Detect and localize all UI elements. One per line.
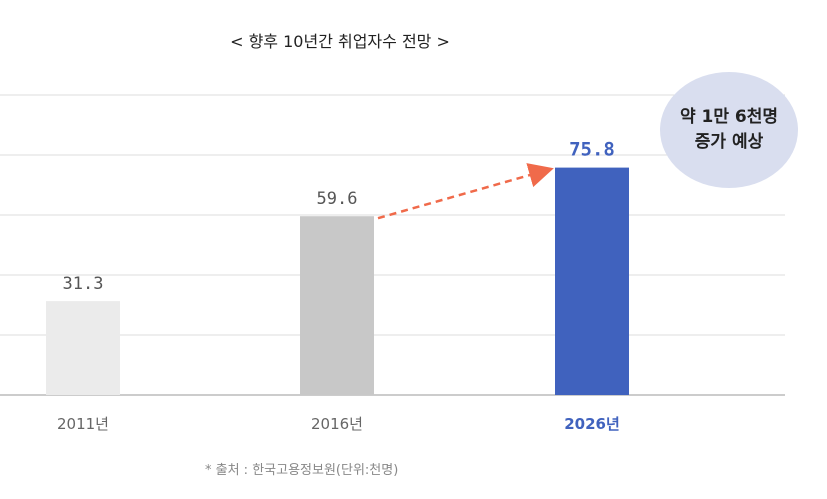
x-tick-label-2011년: 2011년 <box>57 415 109 433</box>
callout-line-2: 증가 예상 <box>694 132 764 152</box>
bar-2011년 <box>46 301 120 395</box>
increase-callout-bubble: 약 1만 6천명 증가 예상 <box>660 72 798 188</box>
increase-arrow <box>377 163 554 220</box>
x-tick-label-2016년: 2016년 <box>311 415 363 433</box>
data-label-2026년: 75.8 <box>569 139 615 161</box>
callout-line-1: 약 1만 6천명 <box>679 106 779 127</box>
bar-2016년 <box>300 216 374 395</box>
source-note: * 출처 : 한국고용정보원(단위:천명) <box>205 463 399 478</box>
data-label-2011년: 31.3 <box>63 274 104 294</box>
x-tick-label-2026년: 2026년 <box>564 415 620 433</box>
bar-2026년 <box>555 167 629 395</box>
data-label-2016년: 59.6 <box>317 189 358 209</box>
chart-title: < 향후 10년간 취업자수 전망 > <box>230 32 450 51</box>
